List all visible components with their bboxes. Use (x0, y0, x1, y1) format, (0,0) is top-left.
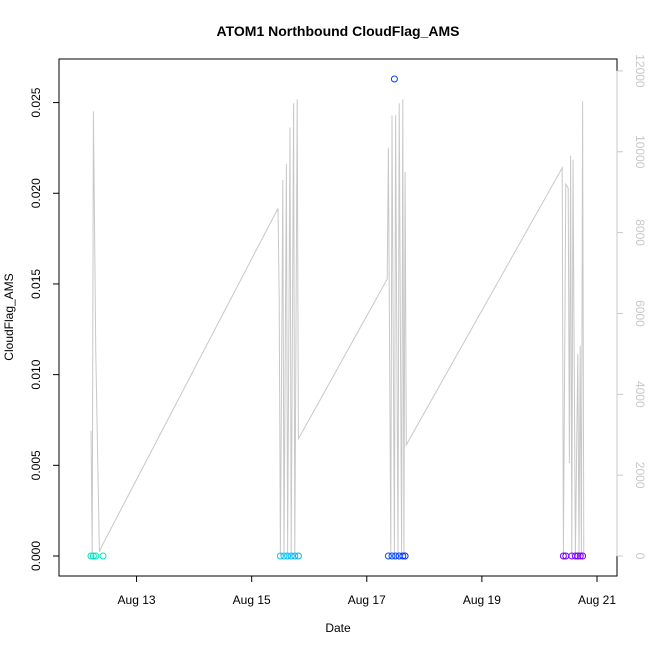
chart-title: ATOM1 Northbound CloudFlag_AMS (217, 23, 460, 39)
data-point (287, 552, 295, 560)
data-point (291, 552, 299, 560)
y-tick-label: 0.010 (29, 359, 43, 389)
secondary-series-layer (90, 99, 585, 557)
data-point (390, 75, 398, 83)
data-point (571, 552, 579, 560)
y-tick-label: 0.015 (29, 269, 43, 299)
x-tick-label: Aug 17 (348, 593, 386, 607)
secondary-y-tick-label: 6000 (633, 300, 647, 327)
data-points-layer (87, 75, 587, 560)
secondary-y-axis: 0 2000 4000 6000 8000 10000 12000 (616, 54, 647, 560)
secondary-y-tick-label: 12000 (633, 54, 647, 88)
data-point (579, 552, 587, 560)
x-tick-label: Aug 21 (578, 593, 616, 607)
secondary-y-tick-label: 8000 (633, 219, 647, 246)
secondary-y-tick-label: 10000 (633, 135, 647, 169)
y-tick-label: 0.005 (29, 450, 43, 480)
x-tick-label: Aug 19 (463, 593, 501, 607)
data-point (87, 552, 95, 560)
data-point (384, 552, 392, 560)
data-point (280, 552, 288, 560)
data-point (92, 552, 100, 560)
y-axis-label: CloudFlag_AMS (2, 273, 16, 360)
y-tick-label: 0.025 (29, 87, 43, 117)
data-point (294, 552, 302, 560)
data-point (559, 552, 567, 560)
data-point (284, 552, 292, 560)
x-tick-label: Aug 13 (118, 593, 156, 607)
secondary-y-tick-label: 4000 (633, 381, 647, 408)
plot-frame (58, 58, 618, 577)
data-point (392, 552, 400, 560)
data-point (276, 552, 284, 560)
y-tick-label: 0.020 (29, 178, 43, 208)
data-point (574, 552, 582, 560)
data-point (401, 552, 409, 560)
y-axis: 0.000 0.005 0.010 0.015 0.020 0.025 (29, 87, 60, 571)
data-point (388, 552, 396, 560)
x-axis: Aug 13 Aug 15 Aug 17 Aug 19 Aug 21 (118, 575, 616, 607)
data-point (89, 552, 97, 560)
data-point (399, 552, 407, 560)
data-point (99, 552, 107, 560)
secondary-series-line (90, 99, 585, 557)
x-axis-label: Date (325, 621, 351, 635)
x-tick-label: Aug 15 (233, 593, 271, 607)
secondary-y-tick-label: 0 (633, 553, 647, 560)
y-tick-label: 0.000 (29, 541, 43, 571)
data-point (576, 552, 584, 560)
secondary-y-tick-label: 2000 (633, 462, 647, 489)
